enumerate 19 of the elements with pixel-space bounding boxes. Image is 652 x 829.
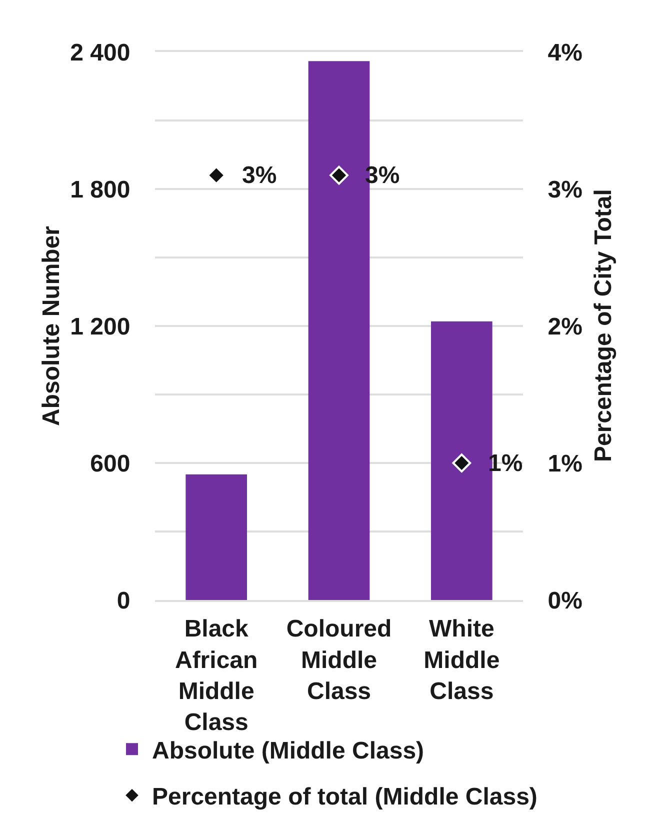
y2-tick-label: 1% <box>548 450 582 478</box>
y2-tick-label: 0% <box>548 587 582 614</box>
y-tick-label: 600 <box>90 450 130 478</box>
y-tick-label: 1 800 <box>70 176 130 204</box>
y-tick-label: 0 <box>116 587 130 614</box>
x-tick-label: White Middle Class <box>424 616 500 705</box>
y2-tick-label: 4% <box>548 39 582 66</box>
y-tick-label: 2 400 <box>70 39 130 66</box>
x-tick-label: Black African Middle Class <box>174 616 258 736</box>
legend-label: Percentage of total (Middle Class) <box>152 784 538 811</box>
y-axis-title: Absolute Number <box>38 226 65 426</box>
bar <box>186 474 247 600</box>
y2-tick-label: 2% <box>548 313 582 340</box>
y2-tick-label: 3% <box>548 176 582 204</box>
y2-axis-title: Percentage of City Total <box>590 189 617 462</box>
y-tick-label: 1 200 <box>70 313 130 340</box>
data-label: 3% <box>242 162 277 189</box>
legend-label: Absolute (Middle Class) <box>152 737 424 764</box>
x-tick-label: Coloured Middle Class <box>286 616 392 705</box>
